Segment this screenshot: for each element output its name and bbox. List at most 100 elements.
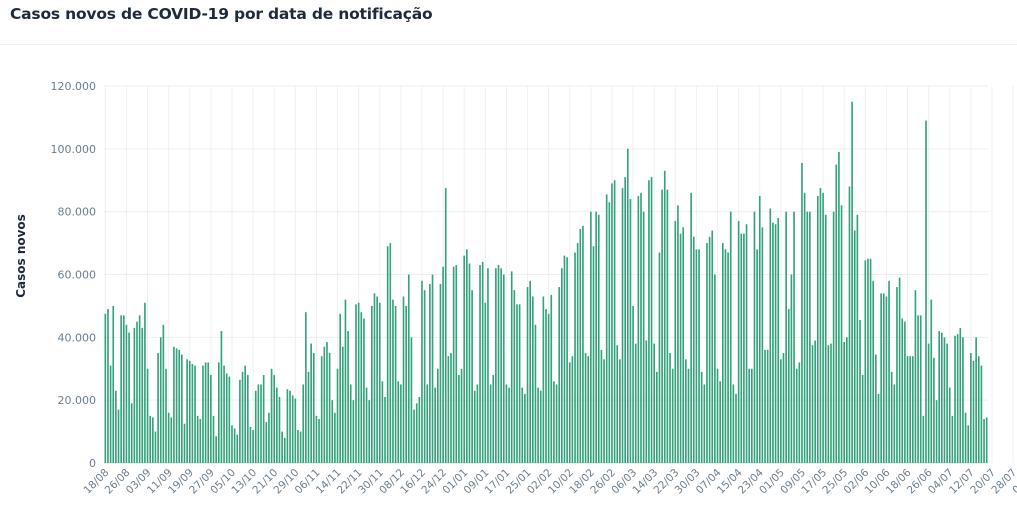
bar: [120, 315, 122, 463]
bar: [378, 302, 381, 463]
bar: [896, 287, 898, 463]
bar: [824, 214, 827, 463]
bar: [400, 384, 402, 463]
bar: [811, 345, 814, 463]
bar: [115, 390, 117, 463]
bar: [677, 205, 679, 463]
bar: [167, 412, 170, 463]
bar: [447, 356, 450, 463]
bar: [919, 315, 922, 463]
bar: [320, 356, 323, 463]
bar: [869, 258, 872, 463]
bar: [962, 337, 964, 463]
bar: [729, 211, 732, 463]
bar: [888, 280, 890, 463]
bar: [658, 252, 661, 463]
bar: [368, 400, 371, 463]
bar: [737, 221, 740, 463]
bar: [732, 384, 735, 463]
bar: [595, 211, 597, 463]
bar: [780, 359, 782, 463]
bar: [405, 305, 407, 463]
bar: [706, 243, 708, 463]
bar: [629, 199, 632, 463]
bar: [133, 327, 136, 463]
bar: [257, 384, 260, 463]
bar: [318, 419, 320, 463]
bar: [516, 304, 518, 463]
bar: [550, 294, 553, 463]
gridlines: [104, 85, 1014, 464]
bar: [384, 397, 386, 463]
bar: [597, 214, 600, 463]
bar: [357, 302, 360, 463]
bar: [112, 305, 115, 463]
bar: [265, 422, 268, 463]
bar: [268, 412, 270, 463]
bar: [859, 320, 861, 463]
bar: [117, 409, 120, 463]
bar: [149, 415, 151, 464]
bar: [484, 302, 487, 463]
bar: [666, 189, 669, 463]
bar: [162, 324, 165, 463]
bar: [489, 384, 492, 463]
bar: [386, 246, 389, 463]
bar: [563, 255, 566, 463]
bar: [743, 233, 745, 463]
bar: [450, 353, 452, 463]
bar: [724, 249, 727, 463]
bar: [843, 342, 846, 463]
y-tick-label: 0: [89, 457, 96, 470]
bar: [959, 327, 962, 463]
bar: [669, 353, 671, 463]
bar: [904, 321, 906, 464]
bar: [247, 375, 249, 463]
bar: [159, 337, 162, 463]
bar: [239, 379, 241, 463]
bar: [758, 195, 761, 463]
bar: [772, 222, 774, 463]
bar: [671, 368, 674, 463]
bar: [555, 384, 558, 463]
bar: [600, 349, 603, 463]
bar: [326, 342, 328, 463]
bar: [376, 296, 378, 463]
bar: [534, 324, 537, 463]
bar: [943, 337, 946, 463]
bar: [816, 195, 819, 463]
bar: [777, 217, 780, 463]
bar: [911, 356, 914, 463]
bar: [225, 373, 228, 463]
bar: [613, 180, 616, 463]
bar: [537, 387, 539, 463]
bar: [289, 390, 291, 463]
bar: [698, 249, 700, 463]
y-tick-label: 100.000: [51, 143, 97, 156]
bar: [463, 255, 466, 463]
bar: [241, 371, 244, 463]
bar: [906, 356, 909, 463]
bar: [590, 211, 592, 463]
bar: [663, 170, 666, 463]
bar: [703, 384, 706, 463]
bar: [312, 353, 315, 463]
bar: [970, 353, 972, 463]
bar: [624, 177, 626, 464]
bar: [223, 365, 225, 463]
bar: [814, 340, 816, 463]
bar: [109, 365, 112, 463]
bar: [328, 353, 331, 463]
bar: [822, 192, 824, 463]
bar: [170, 417, 173, 463]
bar: [323, 346, 326, 463]
bar: [331, 400, 334, 463]
bar: [188, 360, 191, 463]
bar: [708, 236, 711, 463]
bar: [798, 362, 801, 463]
bar: [297, 430, 299, 463]
bar: [381, 381, 384, 463]
bar: [740, 233, 743, 463]
bar: [547, 313, 550, 463]
bar: [840, 205, 843, 463]
